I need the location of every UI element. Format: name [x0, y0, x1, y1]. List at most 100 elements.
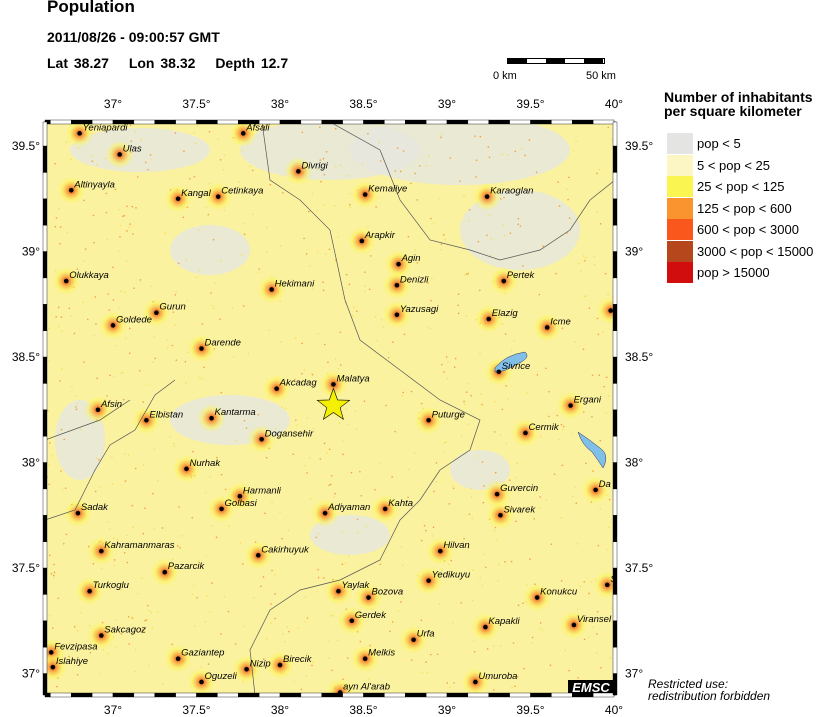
city-marker[interactable] — [571, 622, 577, 628]
frame-tick — [42, 435, 48, 463]
city-marker[interactable] — [209, 415, 214, 421]
frame-tick — [405, 692, 427, 698]
city-marker[interactable] — [438, 548, 443, 554]
restriction-line2: redistribution forbidden — [648, 689, 771, 703]
city-marker[interactable] — [494, 491, 500, 497]
population-speckle — [258, 268, 261, 270]
city-marker[interactable] — [95, 407, 101, 413]
population-speckle — [364, 284, 367, 287]
city-label: Kantarma — [215, 407, 256, 418]
population-speckle — [311, 664, 313, 667]
city-density — [45, 653, 67, 682]
city-marker[interactable] — [255, 553, 261, 558]
city-marker[interactable] — [593, 487, 598, 493]
population-speckle — [344, 562, 347, 564]
population-speckle — [352, 314, 354, 317]
city-marker[interactable] — [63, 278, 69, 284]
population-speckle — [494, 400, 496, 403]
epicenter-star[interactable] — [316, 387, 351, 421]
city-marker[interactable] — [199, 346, 204, 351]
city-marker[interactable] — [99, 548, 104, 554]
city-marker[interactable] — [396, 261, 401, 267]
population-speckle — [288, 630, 290, 633]
population-speckle — [322, 289, 325, 292]
city-marker[interactable] — [411, 637, 416, 643]
city-marker[interactable] — [498, 512, 503, 518]
population-speckle — [349, 192, 351, 195]
city-marker[interactable] — [259, 436, 264, 442]
city-marker[interactable] — [473, 679, 478, 685]
city-marker[interactable] — [336, 588, 341, 594]
frame-tick — [42, 172, 48, 199]
population-speckle — [607, 526, 610, 529]
population-speckle — [80, 612, 82, 614]
city-marker[interactable] — [523, 430, 528, 436]
city-label: Cermik — [528, 422, 559, 433]
city-marker[interactable] — [496, 369, 502, 375]
population-speckle — [91, 160, 94, 162]
city-marker[interactable] — [274, 386, 279, 391]
population-speckle — [149, 154, 152, 156]
city-marker[interactable] — [99, 633, 104, 638]
city-marker[interactable] — [322, 510, 328, 516]
city-marker[interactable] — [162, 569, 168, 575]
city-marker[interactable] — [48, 650, 54, 655]
city-marker[interactable] — [366, 595, 371, 600]
city-marker[interactable] — [296, 169, 301, 174]
city-marker[interactable] — [277, 662, 283, 668]
city-marker[interactable] — [362, 656, 368, 662]
city-marker[interactable] — [219, 506, 224, 512]
frame-tick — [488, 119, 510, 125]
population-speckle — [430, 653, 432, 656]
population-speckle — [200, 666, 202, 669]
city-marker[interactable] — [240, 131, 246, 136]
city-marker[interactable] — [50, 664, 56, 670]
city-marker[interactable] — [199, 679, 204, 685]
city-marker[interactable] — [68, 188, 74, 193]
city-marker[interactable] — [568, 403, 573, 408]
population-speckle — [323, 442, 326, 445]
city-marker[interactable] — [237, 493, 243, 499]
legend-swatch — [667, 176, 693, 197]
city-marker[interactable] — [144, 418, 149, 423]
lat-tick-label: 39.5° — [625, 139, 653, 153]
city-marker[interactable] — [394, 312, 400, 318]
city-marker[interactable] — [117, 152, 122, 157]
city-marker[interactable] — [608, 308, 613, 313]
city-marker[interactable] — [87, 588, 92, 594]
city-marker[interactable] — [426, 418, 431, 423]
lon-tick-label: 38° — [271, 703, 289, 717]
city-marker[interactable] — [77, 131, 82, 136]
city-marker[interactable] — [244, 666, 249, 672]
population-speckle — [93, 241, 95, 244]
city-marker[interactable] — [501, 278, 507, 284]
city-marker[interactable] — [75, 510, 81, 516]
population-speckle — [426, 671, 429, 674]
city-marker[interactable] — [484, 194, 490, 199]
city-marker[interactable] — [486, 316, 492, 322]
city-marker[interactable] — [349, 618, 355, 624]
city-marker[interactable] — [394, 282, 400, 288]
city-marker[interactable] — [175, 656, 181, 662]
city-marker[interactable] — [331, 382, 336, 387]
city-marker[interactable] — [154, 310, 159, 315]
city-marker[interactable] — [175, 196, 181, 202]
city-marker[interactable] — [534, 595, 540, 600]
city-marker[interactable] — [483, 624, 488, 630]
population-speckle — [327, 361, 329, 364]
population-speckle — [348, 203, 351, 206]
city-marker[interactable] — [605, 582, 610, 588]
population-speckle — [599, 439, 601, 442]
city-marker[interactable] — [215, 194, 221, 199]
city-marker[interactable] — [184, 466, 189, 472]
population-speckle — [571, 495, 574, 498]
city-marker[interactable] — [269, 287, 274, 292]
city-marker[interactable] — [382, 506, 388, 512]
city-marker[interactable] — [544, 325, 550, 330]
population-speckle — [533, 518, 535, 520]
city-marker[interactable] — [110, 323, 116, 328]
city-marker[interactable] — [362, 192, 368, 197]
city-marker[interactable] — [426, 578, 431, 583]
city-marker[interactable] — [359, 238, 365, 244]
